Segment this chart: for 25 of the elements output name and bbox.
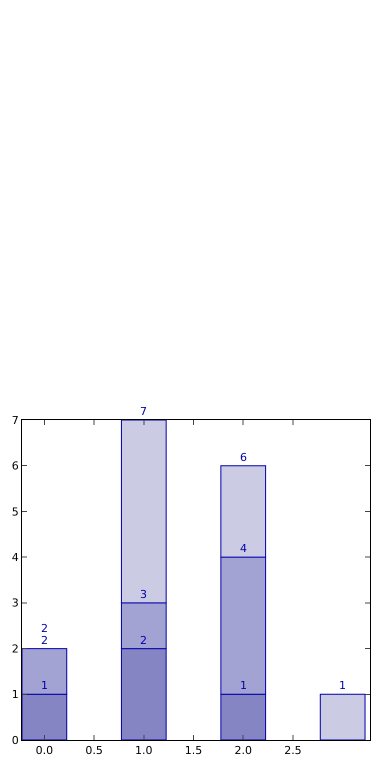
x-tick-label: 0.5 xyxy=(85,744,103,758)
y-tick-label: 6 xyxy=(12,460,19,473)
y-tick-label: 4 xyxy=(12,550,19,564)
y-tick-label: 3 xyxy=(12,596,19,610)
x-tick-label: 0.0 xyxy=(36,744,54,758)
x-tick-label: 1.5 xyxy=(184,744,202,758)
total-label: 6 xyxy=(240,451,247,464)
annotation: 4 xyxy=(240,542,247,555)
total-label: 1 xyxy=(339,679,346,692)
y-tick-label: 5 xyxy=(12,505,19,518)
x-tick-label: 2.0 xyxy=(234,744,252,758)
x-tick-label: 2.5 xyxy=(284,744,302,758)
y-tick-label: 0 xyxy=(12,734,19,747)
total-label: 7 xyxy=(140,405,147,418)
x-tick-label: 1.0 xyxy=(135,744,153,758)
total-label: 2 xyxy=(41,634,48,647)
data-label: 2 xyxy=(140,634,147,647)
data-label: 1 xyxy=(41,679,48,692)
y-tick-label: 2 xyxy=(12,642,19,656)
y-tick-label: 1 xyxy=(12,688,19,702)
annotation: 3 xyxy=(140,588,147,601)
annotation: 2 xyxy=(41,622,48,635)
data-label: 1 xyxy=(240,679,247,692)
y-tick-label: 7 xyxy=(12,414,19,427)
bar xyxy=(320,694,366,740)
